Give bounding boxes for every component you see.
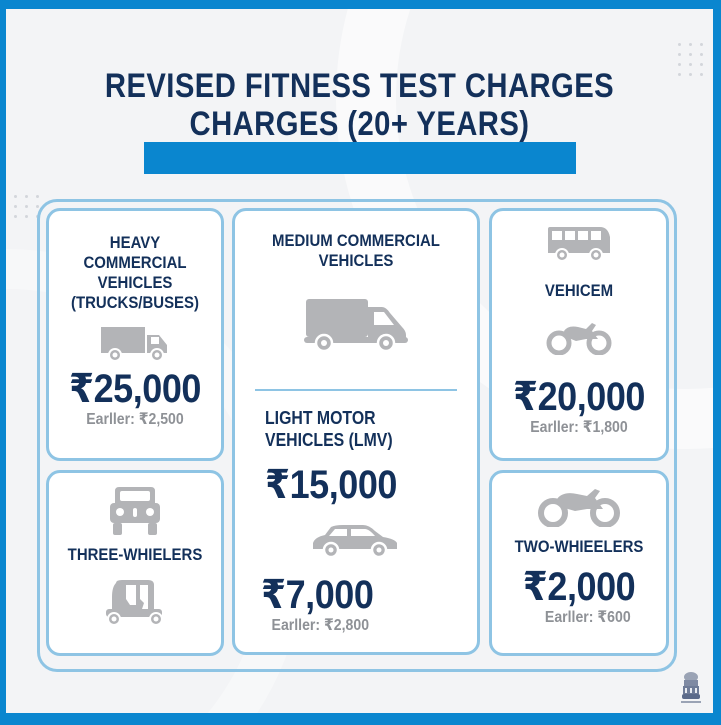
label-line: LIGHT MOTOR: [265, 408, 376, 428]
charges-grid-container: [37, 199, 677, 672]
label-line: (TRUCKS/BUSES): [70, 293, 199, 312]
label-line: VEHICLES (LMV): [265, 430, 393, 450]
price-lmv-top: ₹15,000: [265, 463, 398, 507]
card-label: HEAVY COMMERCIAL VEHICLES (TRUCKS/BUSES): [59, 233, 210, 313]
motorcycle-icon: [546, 323, 612, 355]
label-line: VEHICLES: [97, 273, 173, 292]
card-heavy-commercial: HEAVY COMMERCIAL VEHICLES (TRUCKS/BUSES)…: [46, 208, 224, 461]
price-new: ₹7,000: [261, 573, 374, 617]
card-label: VEHICEM: [544, 281, 614, 300]
card-label: THREE-WHIELERS: [67, 545, 203, 564]
card-three-wheelers: THREE-WHIELERS: [46, 470, 224, 656]
label-line: VEHICLES: [318, 251, 394, 270]
card-label-lmv: LIGHT MOTOR VEHICLES (LMV): [265, 407, 452, 451]
decorative-dots: [678, 43, 704, 76]
section-divider: [255, 389, 457, 391]
truck-icon: [101, 327, 167, 362]
card-medium-and-light: MEDIUM COMMERCIAL VEHICLES LIGHT MOTOR V…: [232, 208, 480, 655]
card-vehicem: VEHICEM ₹20,000 Earller: ₹1,800: [489, 208, 669, 461]
national-emblem-icon: [681, 672, 701, 703]
jeep-front-icon: [110, 487, 160, 535]
decorative-dots: [14, 195, 40, 218]
price-earlier: Earller: ₹2,800: [271, 617, 370, 634]
page-title: REVISED FITNESS TEST CHARGES CHARGES (20…: [55, 67, 663, 143]
title-line-2: CHARGES (20+ YEARS): [189, 105, 530, 143]
motorcycle-icon: [538, 489, 620, 527]
car-icon: [313, 525, 397, 559]
price-new: ₹2,000: [522, 565, 636, 609]
label-line: MEDIUM COMMERCIAL: [272, 231, 440, 250]
price-new: ₹20,000: [512, 375, 646, 419]
price-new: ₹25,000: [68, 367, 202, 411]
title-underline-bar: [144, 142, 576, 174]
label-line: HEAVY: [109, 233, 161, 252]
price-earlier: Earller: ₹600: [544, 609, 631, 626]
auto-rickshaw-icon: [106, 580, 163, 626]
price-earlier: Earller: ₹2,500: [86, 411, 184, 428]
card-label-medium: MEDIUM COMMERCIAL VEHICLES: [250, 231, 463, 271]
card-two-wheelers: TWO-WHIEELERS ₹2,000 Earller: ₹600: [489, 470, 669, 656]
label-line: COMMERCIAL: [83, 253, 187, 272]
bus-icon: [548, 227, 610, 262]
infographic-frame: REVISED FITNESS TEST CHARGES CHARGES (20…: [6, 9, 713, 713]
price-earlier: Earller: ₹1,800: [530, 419, 628, 436]
card-label: TWO-WHIEELERS: [514, 537, 644, 556]
title-line-1: REVISED FITNESS TEST CHARGES: [104, 67, 615, 105]
van-icon: [304, 299, 408, 353]
